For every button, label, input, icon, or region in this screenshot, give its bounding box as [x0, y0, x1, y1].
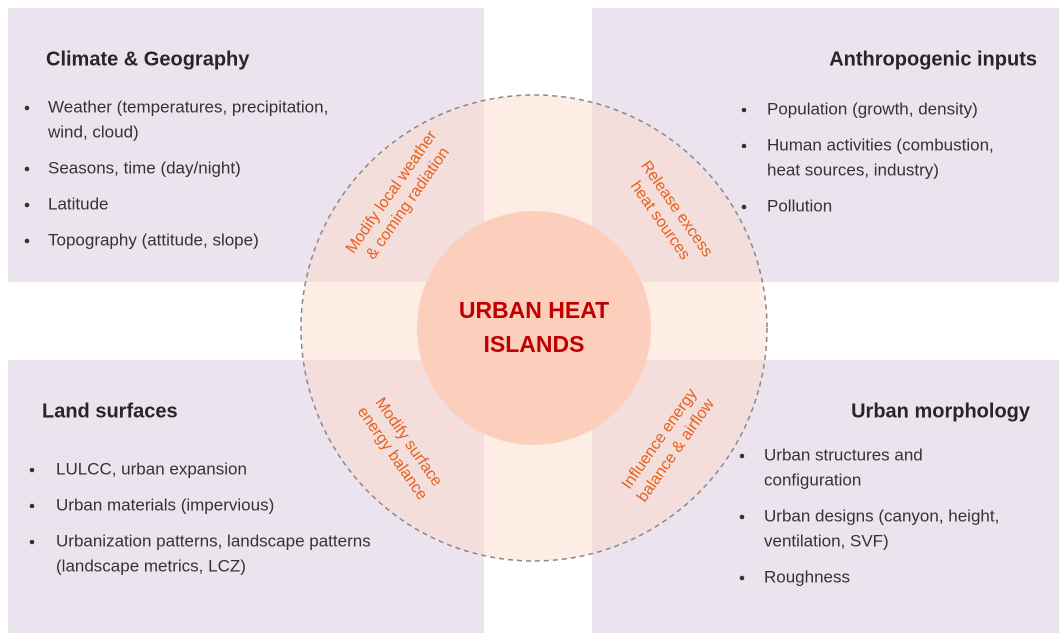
bullet-text: LULCC, urban expansion — [56, 459, 247, 478]
bullet — [741, 204, 747, 210]
panel-bg — [8, 360, 484, 633]
bullet-text: Seasons, time (day/night) — [48, 158, 241, 177]
bullet-text: Latitude — [48, 194, 109, 213]
bullet — [739, 514, 745, 520]
bullet — [24, 202, 30, 208]
bullet-text: Pollution — [767, 196, 832, 215]
bullet-text: (landscape metrics, LCZ) — [56, 556, 246, 575]
bullet — [739, 453, 745, 459]
bullet-text: configuration — [764, 470, 861, 489]
bullet-text: Roughness — [764, 567, 850, 586]
panel-title: Anthropogenic inputs — [829, 48, 1037, 70]
bullet-text: Human activities (combustion, — [767, 135, 994, 154]
bullet-text: Urban structures and — [764, 445, 923, 464]
bullet — [741, 107, 747, 113]
panel-bg — [592, 360, 1059, 633]
bullet-text: wind, cloud) — [47, 122, 139, 141]
center-label: ISLANDS — [484, 331, 585, 357]
bullet-text: Population (growth, density) — [767, 99, 978, 118]
panel-title: Land surfaces — [42, 400, 178, 422]
center-label: URBAN HEAT — [459, 297, 609, 323]
bullet-text: Topography (attitude, slope) — [48, 230, 259, 249]
bullet — [741, 143, 747, 149]
bullet-text: ventilation, SVF) — [764, 531, 889, 550]
bullet-text: Weather (temperatures, precipitation, — [48, 97, 328, 116]
bullet — [24, 238, 30, 244]
inner-circle — [417, 211, 651, 445]
bullet — [24, 105, 30, 111]
bullet-text: heat sources, industry) — [767, 160, 939, 179]
panel-bg — [8, 8, 484, 282]
bullet — [24, 166, 30, 172]
panel-title: Urban morphology — [851, 400, 1031, 422]
bullet — [29, 539, 35, 545]
bullet — [739, 575, 745, 581]
bullet — [29, 503, 35, 509]
panel-bg — [592, 8, 1059, 282]
bullet-text: Urban designs (canyon, height, — [764, 506, 999, 525]
bullet-text: Urban materials (impervious) — [56, 495, 274, 514]
bullet — [29, 467, 35, 473]
panel-title: Climate & Geography — [46, 48, 250, 70]
bullet-text: Urbanization patterns, landscape pattern… — [56, 531, 371, 550]
